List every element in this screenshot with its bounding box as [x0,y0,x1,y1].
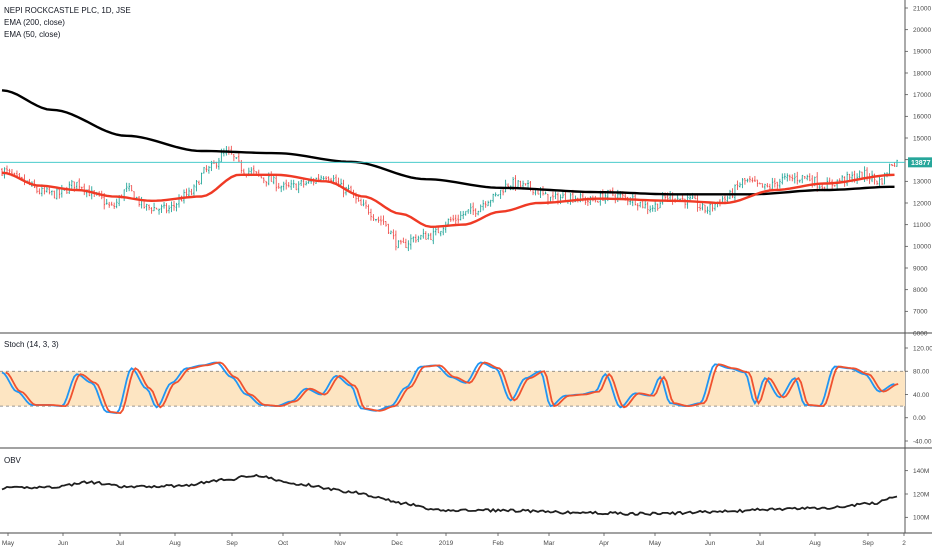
obv-scale: 140M 120M 100M [905,468,929,522]
stoch-legend: Stoch (14, 3, 3) [4,340,59,349]
stoch-tick-label: 120.00 [913,345,932,352]
ema50-legend: EMA (50, close) [4,30,61,39]
last-price-badge [908,157,932,168]
price-tick-label: 18000 [913,70,931,77]
ema200-legend: EMA (200, close) [4,18,65,27]
stoch-k-line [1,361,895,415]
x-tick-label: 2019 [439,540,454,547]
obv-tick-label: 120M [913,491,929,498]
price-tick-label: 6000 [913,330,928,337]
obv-legend: OBV [4,456,21,465]
ema200-line [1,89,895,196]
price-tick-label: 17000 [913,92,931,99]
stoch-tick-label: 0.00 [913,415,926,422]
x-tick-label: Jul [756,540,765,547]
x-tick-label: Oct [278,540,288,547]
stoch-tick-label: 40.00 [913,392,930,399]
stoch-tick-label: -40.00 [913,438,932,445]
x-tick-label: Jul [116,540,125,547]
obv-line [1,473,898,516]
x-tick-label: Jun [705,540,716,547]
price-tick-label: 19000 [913,49,931,56]
price-tick-label: 7000 [913,309,928,316]
x-axis: May Jun Jul Aug Sep Oct Nov Dec 2019 Feb Mar Apr May… [2,533,906,547]
obv-tick-label: 100M [913,515,929,522]
price-tick-label: 9000 [913,265,928,272]
last-price-label: 13877 [911,160,931,167]
x-tick-label: Sep [862,540,874,547]
x-tick-label: Aug [169,540,181,547]
x-tick-label: Feb [492,540,504,547]
ema50-line [1,171,895,229]
price-tick-label: 11000 [913,222,931,229]
price-tick-label: 8000 [913,287,928,294]
x-tick-label: Dec [391,540,403,547]
x-tick-label: May [649,540,662,547]
x-tick-label: May [2,540,15,547]
price-tick-label: 13000 [913,179,931,186]
price-tick-label: 21000 [913,5,931,12]
price-scale: 2100020000190001800017000160001500014000… [905,5,931,337]
price-tick-label: 16000 [913,114,931,121]
stoch-tick-label: 80.00 [913,369,930,376]
x-tick-label: 2 [902,540,906,547]
obv-tick-label: 140M [913,468,929,475]
x-tick-label: Apr [599,540,610,547]
chart-title: NEPI ROCKCASTLE PLC, 1D, JSE [4,6,131,15]
price-tick-label: 12000 [913,200,931,207]
x-tick-label: Aug [809,540,821,547]
stoch-scale: 120.00 80.00 40.00 0.00 -40.00 [905,345,932,445]
x-tick-label: Jun [58,540,69,547]
price-tick-label: 20000 [913,27,931,34]
x-tick-label: Sep [226,540,238,547]
x-tick-label: Nov [334,540,346,547]
price-tick-label: 15000 [913,135,931,142]
price-tick-label: 10000 [913,244,931,251]
x-tick-label: Mar [543,540,555,547]
stoch-d-line [5,361,899,415]
